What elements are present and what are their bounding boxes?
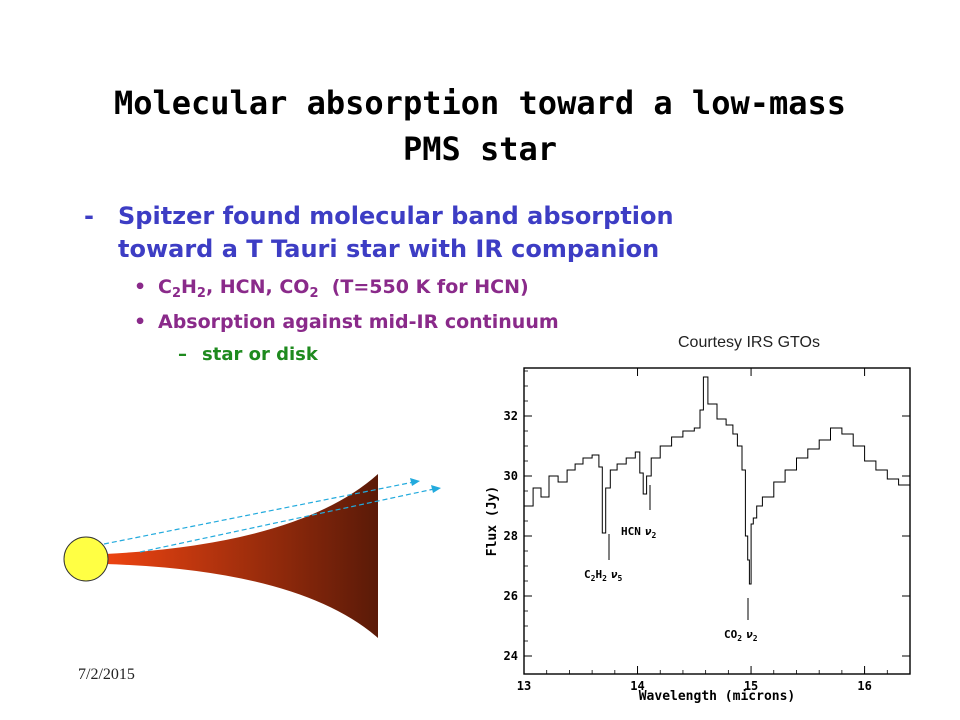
y-tick-label: 28 bbox=[504, 529, 518, 543]
slide-date: 7/2/2015 bbox=[78, 666, 135, 683]
y-tick-label: 32 bbox=[504, 409, 518, 423]
page-title: Molecular absorption toward a low-mass P… bbox=[80, 80, 880, 172]
title-line-1: Molecular absorption toward a low-mass bbox=[113, 84, 847, 122]
sub-bullet-text: star or disk bbox=[202, 344, 318, 365]
annotation-co2: CO2 ν2 bbox=[724, 628, 758, 643]
sub-bullet-dash: – bbox=[178, 344, 187, 365]
annotation-c2h2: C2H2 ν5 bbox=[584, 568, 623, 583]
y-tick-label: 26 bbox=[504, 589, 518, 603]
molecules-c: C bbox=[158, 276, 172, 298]
title-line-2: PMS star bbox=[402, 130, 558, 168]
arrow-head-icon bbox=[431, 485, 441, 493]
y-tick-label: 30 bbox=[504, 469, 518, 483]
courtesy-credit: Courtesy IRS GTOs bbox=[678, 334, 820, 351]
molecules-sub: 2 bbox=[171, 286, 181, 301]
x-tick-label: 16 bbox=[857, 679, 871, 693]
annotation-hcn: HCN ν2 bbox=[621, 525, 657, 540]
bullet-dot: • bbox=[134, 276, 147, 298]
star-icon bbox=[63, 536, 109, 582]
star-disk-diagram bbox=[63, 474, 441, 638]
spectrum-chart: 24 26 28 30 32 13 14 15 16 HCN ν2 C2H2 ν5 CO2 ν2 W… bbox=[478, 358, 924, 710]
spectrum-series-line bbox=[524, 376, 911, 585]
bullet-dash: - bbox=[84, 202, 94, 230]
x-tick-label: 15 bbox=[744, 679, 758, 693]
arrow-head-icon bbox=[410, 478, 420, 486]
sightline-ray bbox=[103, 481, 415, 545]
y-tick-label: 24 bbox=[504, 649, 518, 663]
bullet-absorption-text: Absorption against mid-IR continuum bbox=[158, 311, 559, 333]
molecules-sub: 2 bbox=[309, 286, 319, 301]
bullet-spitzer-line-2: toward a T Tauri star with IR companion bbox=[118, 235, 660, 263]
flared-disk bbox=[105, 474, 378, 638]
molecules-h: H bbox=[181, 276, 197, 298]
molecules-sub: 2 bbox=[196, 286, 206, 301]
x-tick-label: 13 bbox=[517, 679, 531, 693]
x-tick-label: 14 bbox=[630, 679, 644, 693]
bullet-dot: • bbox=[134, 311, 147, 333]
y-axis-label: Flux (Jy) bbox=[485, 486, 500, 556]
sightline-ray bbox=[139, 488, 435, 553]
molecules-hcn-co: , HCN, CO bbox=[205, 276, 310, 298]
bullet-spitzer-line-1: Spitzer found molecular band absorption bbox=[118, 202, 674, 230]
x-axis-label: Wavelength (microns) bbox=[639, 689, 796, 704]
chart-background bbox=[478, 358, 924, 710]
molecules-temperature: (T=550 K for HCN) bbox=[318, 276, 529, 298]
